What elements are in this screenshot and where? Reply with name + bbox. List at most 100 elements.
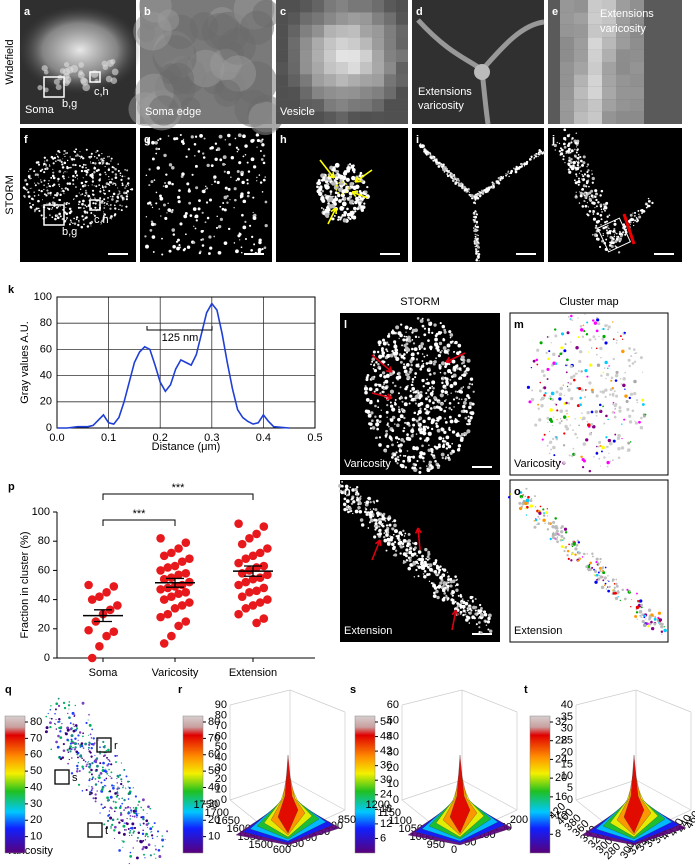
localization <box>445 581 449 584</box>
localization <box>129 851 132 854</box>
localization <box>474 237 477 240</box>
localization <box>84 203 86 205</box>
localization <box>595 205 598 208</box>
localization <box>108 791 110 793</box>
localization <box>490 185 493 188</box>
localization <box>472 213 475 215</box>
localization <box>182 248 186 252</box>
localization <box>141 798 145 802</box>
localization <box>82 199 85 203</box>
localization <box>560 525 564 529</box>
localization <box>208 198 212 202</box>
localization <box>152 251 155 253</box>
localization <box>452 178 456 181</box>
localization <box>520 165 523 168</box>
localization <box>566 549 570 553</box>
colorbar-tick-label: 12 <box>555 809 567 821</box>
localization <box>89 751 92 754</box>
localization <box>66 171 68 173</box>
localization <box>75 729 78 731</box>
localization <box>130 809 133 812</box>
localization <box>242 225 247 230</box>
localization <box>457 184 460 187</box>
localization <box>442 163 445 167</box>
localization <box>442 581 447 585</box>
x-tick-label: 0.0 <box>49 432 64 444</box>
arrow-head <box>414 527 423 534</box>
panel-header: Cluster map <box>559 296 618 308</box>
localization <box>642 414 646 418</box>
data-point <box>185 554 194 564</box>
localization <box>599 561 602 563</box>
localization <box>603 456 606 459</box>
localization <box>186 182 190 186</box>
data-point <box>163 609 173 619</box>
localization <box>80 181 84 185</box>
localization <box>364 501 366 504</box>
localization <box>123 798 126 802</box>
localization <box>386 350 389 353</box>
localization <box>379 340 382 343</box>
localization <box>34 184 37 187</box>
localization <box>93 742 96 745</box>
localization <box>113 167 115 169</box>
localization <box>525 514 528 516</box>
panel-label: Extension <box>514 625 562 637</box>
localization <box>67 168 69 170</box>
localization <box>606 324 609 326</box>
localization <box>259 149 262 153</box>
localization <box>439 393 444 398</box>
localization <box>448 330 452 334</box>
localization <box>641 619 645 624</box>
localization <box>414 402 418 405</box>
localization <box>85 148 88 151</box>
localization <box>114 792 117 795</box>
localization <box>142 809 145 811</box>
localization <box>156 830 160 833</box>
localization <box>476 237 479 241</box>
localization <box>633 391 637 396</box>
localization <box>553 533 557 537</box>
colorbar-tick-label: 60 <box>208 749 220 761</box>
localization <box>381 371 386 375</box>
localization <box>99 197 102 200</box>
localization <box>435 589 439 594</box>
localization <box>439 322 442 325</box>
localization <box>103 207 106 209</box>
localization <box>556 409 559 412</box>
localization <box>373 535 377 539</box>
localization <box>472 219 475 221</box>
localization <box>411 387 416 391</box>
localization <box>606 460 610 465</box>
localization <box>78 155 81 157</box>
vesicle-outline <box>335 181 349 195</box>
localization <box>205 185 207 188</box>
localization <box>420 145 423 148</box>
significance: *** <box>133 508 147 520</box>
localization <box>595 193 598 196</box>
localization <box>89 161 91 163</box>
y-tick-label: 0 <box>44 652 50 664</box>
pixel <box>336 99 348 112</box>
localization <box>253 213 257 218</box>
localization <box>123 768 126 771</box>
localization <box>535 152 538 155</box>
localization <box>93 166 95 168</box>
localization <box>640 603 643 607</box>
x-tick-label: Varicosity <box>152 667 199 679</box>
localization <box>58 718 61 721</box>
localization <box>62 749 66 752</box>
localization <box>37 163 41 166</box>
localization <box>623 331 626 334</box>
localization <box>48 164 50 166</box>
localization <box>436 348 440 352</box>
localization <box>175 240 179 243</box>
localization <box>261 247 264 251</box>
localization <box>50 748 53 751</box>
localization <box>485 624 488 626</box>
localization <box>562 142 566 146</box>
localization <box>434 460 437 463</box>
localization <box>424 149 427 152</box>
localization <box>377 383 379 386</box>
localization <box>373 390 376 393</box>
